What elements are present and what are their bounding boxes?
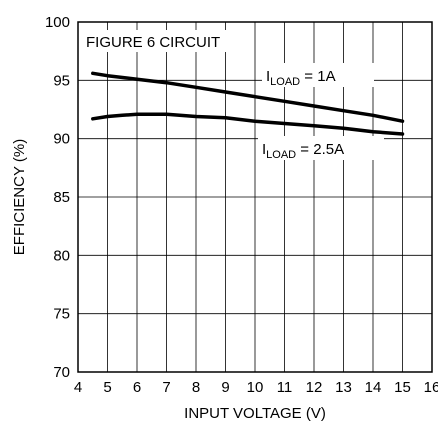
y-tick-label: 70 [53,364,70,381]
x-tick-label: 4 [74,379,82,396]
series-line-1 [91,71,405,123]
x-tick-label: 14 [365,379,382,396]
x-tick-label: 9 [221,379,229,396]
annotation-text: FIGURE 6 CIRCUIT [86,34,220,51]
svg-text:ILOAD = 1A: ILOAD = 1A [266,68,336,88]
series-label-subscript: LOAD [270,76,300,88]
y-tick-labels: 70 75 80 85 90 95 100 [45,14,70,381]
series-label-background [258,136,384,160]
annotation-background [80,30,230,52]
y-tick-label: 95 [53,72,70,89]
series-label-main: I [266,68,270,85]
y-axis-title: EFFICIENCY (%) [11,139,28,255]
x-tick-label: 5 [103,379,111,396]
x-tick-label: 8 [192,379,200,396]
series-label-rest: = 2.5A [296,141,344,158]
series-label-subscript: LOAD [266,149,296,161]
series-line-2 [91,112,405,136]
x-tick-label: 7 [162,379,170,396]
x-tick-label: 10 [247,379,264,396]
x-tick-labels: 4 5 6 7 8 9 10 11 12 13 14 15 16 [74,379,438,396]
series-label-load-2-5a: ILOAD = 2.5A [258,136,384,161]
y-tick-label: 80 [53,247,70,264]
series-label-rest: = 1A [300,68,335,85]
grid [78,22,432,372]
svg-text:ILOAD = 2.5A: ILOAD = 2.5A [262,141,344,161]
y-tick-label: 75 [53,306,70,323]
x-tick-label: 13 [335,379,352,396]
y-tick-label: 100 [45,14,70,31]
series-label-background [262,63,374,87]
series-label-main: I [262,141,266,158]
series-label-load-1a: ILOAD = 1A [262,63,374,88]
x-tick-label: 12 [306,379,323,396]
x-axis-title: INPUT VOLTAGE (V) [184,405,326,422]
y-tick-label: 90 [53,131,70,148]
x-tick-label: 11 [277,379,293,396]
plot-frame [77,21,433,373]
x-tick-label: 6 [133,379,141,396]
y-tick-label: 85 [53,189,70,206]
x-tick-label: 16 [424,379,438,396]
series-group [91,71,405,136]
x-tick-label: 15 [394,379,411,396]
